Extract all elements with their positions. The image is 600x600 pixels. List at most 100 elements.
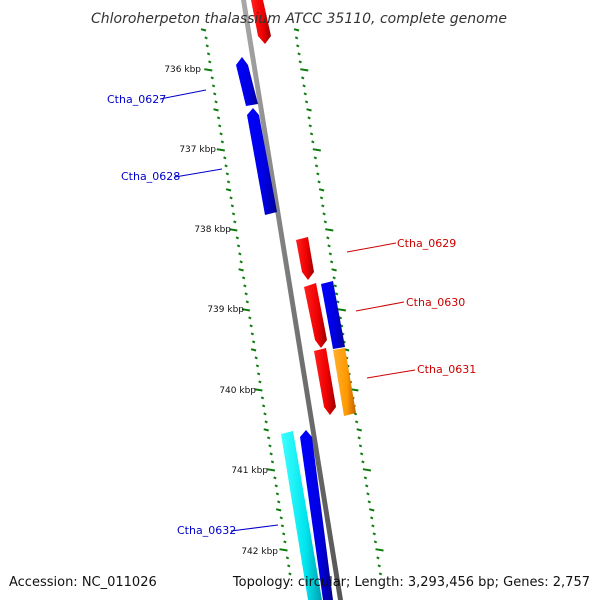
minor-tick bbox=[297, 52, 301, 56]
minor-tick bbox=[214, 100, 218, 104]
minor-tick bbox=[211, 84, 216, 88]
major-tick bbox=[337, 308, 347, 312]
gene-ctha-0630-outer[interactable] bbox=[321, 281, 345, 349]
minor-tick bbox=[327, 244, 331, 248]
minor-tick bbox=[328, 252, 333, 256]
tick-label: 736 kbp bbox=[164, 65, 201, 75]
minor-tick bbox=[321, 204, 325, 208]
gene-label-ctha-0628[interactable]: Ctha_0628 bbox=[121, 170, 180, 183]
minor-tick bbox=[251, 340, 256, 344]
minor-tick bbox=[230, 204, 235, 208]
tick-marks bbox=[200, 28, 384, 576]
minor-tick bbox=[314, 164, 319, 168]
gene-label-ctha-0631[interactable]: Ctha_0631 bbox=[417, 363, 476, 376]
minor-tick bbox=[316, 172, 320, 176]
minor-tick bbox=[236, 244, 241, 248]
minor-tick bbox=[219, 132, 223, 136]
major-tick bbox=[216, 148, 225, 152]
minor-tick bbox=[287, 564, 291, 568]
gene-ctha-0628[interactable] bbox=[247, 108, 277, 215]
minor-tick bbox=[303, 92, 307, 96]
leader-ctha-0627 bbox=[159, 89, 207, 100]
major-tick bbox=[254, 388, 263, 392]
minor-tick bbox=[366, 492, 370, 496]
minor-tick bbox=[277, 500, 281, 504]
minor-tick bbox=[368, 508, 375, 512]
minor-tick bbox=[225, 172, 230, 176]
minor-tick bbox=[224, 164, 228, 168]
minor-tick bbox=[244, 292, 248, 296]
minor-tick bbox=[367, 500, 371, 504]
major-tick bbox=[362, 468, 372, 472]
minor-tick bbox=[282, 532, 286, 536]
minor-tick bbox=[331, 268, 337, 272]
minor-tick bbox=[216, 116, 221, 120]
minor-tick bbox=[306, 108, 312, 112]
minor-tick bbox=[285, 556, 290, 560]
tick-label: 737 kbp bbox=[179, 145, 216, 155]
minor-tick bbox=[309, 132, 314, 136]
minor-tick bbox=[248, 316, 252, 320]
minor-tick bbox=[275, 492, 280, 496]
gene-ctha-0626-partial[interactable] bbox=[251, 0, 271, 44]
minor-tick bbox=[220, 140, 225, 144]
minor-tick bbox=[280, 524, 285, 528]
minor-tick bbox=[329, 260, 334, 264]
minor-tick bbox=[304, 100, 309, 104]
minor-tick bbox=[308, 124, 312, 128]
gene-ctha-0633[interactable] bbox=[300, 430, 333, 600]
major-tick bbox=[204, 68, 213, 72]
gene-ctha-0630[interactable] bbox=[304, 283, 327, 348]
major-tick bbox=[300, 68, 309, 72]
minor-tick bbox=[206, 52, 211, 56]
leader-ctha-0632 bbox=[230, 524, 279, 532]
major-tick bbox=[375, 548, 384, 552]
gene-ctha-0629[interactable] bbox=[296, 237, 314, 280]
gene-ctha-0627[interactable] bbox=[236, 57, 258, 106]
minor-tick bbox=[243, 284, 247, 288]
minor-tick bbox=[371, 524, 375, 528]
gene-label-ctha-0632[interactable]: Ctha_0632 bbox=[177, 524, 236, 537]
minor-tick bbox=[200, 28, 207, 32]
minor-tick bbox=[245, 300, 250, 304]
minor-tick bbox=[249, 324, 253, 328]
gene-ctha-0631-outer[interactable] bbox=[333, 348, 356, 416]
minor-tick bbox=[235, 236, 240, 240]
minor-tick bbox=[226, 180, 231, 184]
minor-tick bbox=[357, 436, 361, 440]
minor-tick bbox=[370, 516, 374, 520]
map-title: Chloroherpeton thalassium ATCC 35110, co… bbox=[91, 11, 507, 27]
minor-tick bbox=[296, 44, 300, 48]
gene-label-ctha-0627[interactable]: Ctha_0627 bbox=[107, 93, 166, 106]
minor-tick bbox=[361, 460, 365, 464]
gene-label-ctha-0629[interactable]: Ctha_0629 bbox=[397, 237, 456, 250]
minor-tick bbox=[241, 276, 246, 280]
minor-tick bbox=[204, 36, 208, 40]
minor-tick bbox=[218, 124, 222, 128]
minor-tick bbox=[318, 188, 325, 192]
minor-tick bbox=[256, 372, 261, 376]
gene-ctha-0632[interactable] bbox=[281, 431, 322, 600]
minor-tick bbox=[238, 268, 244, 272]
minor-tick bbox=[354, 420, 359, 424]
gene-ctha-0631[interactable] bbox=[314, 348, 336, 415]
minor-tick bbox=[273, 476, 277, 480]
minor-tick bbox=[307, 116, 311, 120]
minor-tick bbox=[302, 84, 306, 88]
minor-tick bbox=[254, 356, 258, 360]
minor-tick bbox=[223, 156, 227, 160]
minor-tick bbox=[263, 412, 267, 416]
minor-tick bbox=[258, 380, 262, 384]
tick-label: 742 kbp bbox=[241, 547, 278, 557]
gene-label-ctha-0630[interactable]: Ctha_0630 bbox=[406, 296, 465, 309]
minor-tick bbox=[319, 196, 324, 200]
minor-tick bbox=[363, 476, 368, 480]
minor-tick bbox=[269, 452, 273, 456]
minor-tick bbox=[250, 332, 255, 336]
minor-tick bbox=[333, 284, 338, 288]
major-tick bbox=[325, 228, 334, 232]
minor-tick bbox=[250, 348, 257, 352]
minor-tick bbox=[376, 556, 380, 560]
minor-tick bbox=[213, 92, 217, 96]
minor-tick bbox=[264, 420, 268, 424]
